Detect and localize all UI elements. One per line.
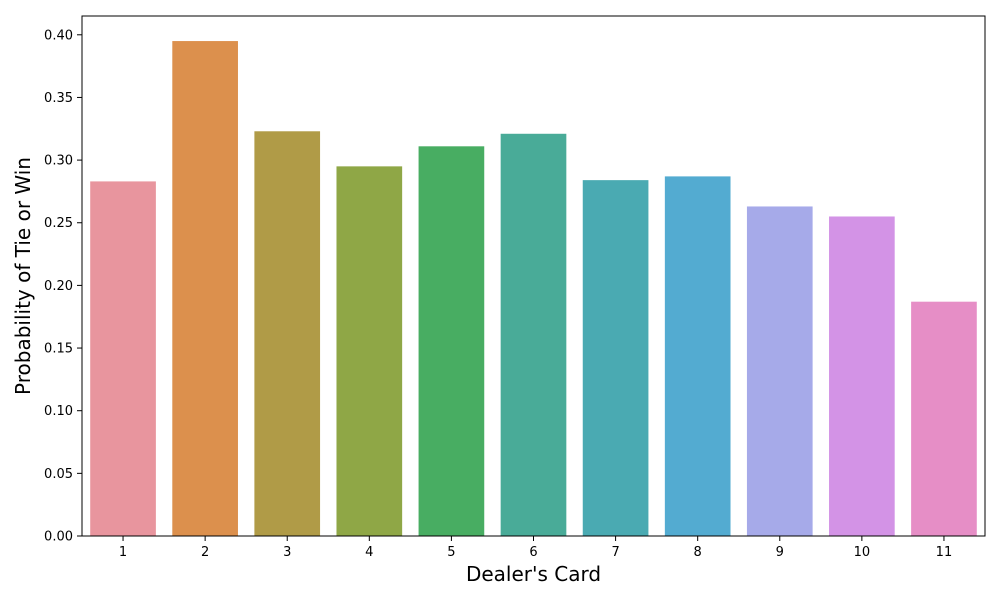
bars-group bbox=[90, 41, 977, 537]
y-tick-label: 0.25 bbox=[44, 216, 73, 231]
x-axis-ticks: 1 2 3 4 5 6 7 8 9 10 11 bbox=[119, 536, 952, 560]
y-tick-label: 0.30 bbox=[44, 154, 73, 169]
y-tick-label: 0.05 bbox=[44, 467, 73, 482]
y-tick-label: 0.40 bbox=[44, 28, 73, 43]
x-tick-label: 6 bbox=[529, 545, 537, 560]
bar-7 bbox=[582, 180, 649, 536]
x-axis-title: Dealer's Card bbox=[466, 562, 601, 586]
x-tick-label: 4 bbox=[365, 545, 373, 560]
bar-2 bbox=[172, 41, 238, 537]
x-tick-label: 11 bbox=[936, 545, 953, 560]
plot-frame bbox=[81, 15, 986, 537]
x-tick-label: 7 bbox=[611, 545, 619, 560]
bar-3 bbox=[254, 131, 321, 536]
x-tick-label: 2 bbox=[201, 545, 209, 560]
y-tick-label: 0.10 bbox=[44, 404, 73, 419]
x-tick-label: 3 bbox=[283, 545, 291, 560]
x-tick-label: 10 bbox=[854, 545, 871, 560]
bar-9 bbox=[746, 206, 813, 536]
y-axis-ticks: 0.00 0.05 0.10 0.15 0.20 0.25 0.30 0.35 0.40 bbox=[44, 28, 82, 545]
y-axis-title: Probability of Tie or Win bbox=[11, 157, 35, 395]
bar-4 bbox=[336, 166, 403, 537]
x-tick-label: 1 bbox=[119, 545, 127, 560]
bar-1 bbox=[90, 181, 156, 536]
y-tick-label: 0.15 bbox=[44, 342, 73, 357]
bar-6 bbox=[500, 133, 567, 536]
bar-11 bbox=[911, 301, 977, 536]
x-tick-label: 9 bbox=[776, 545, 784, 560]
bar-10 bbox=[829, 216, 895, 537]
x-tick-label: 5 bbox=[447, 545, 455, 560]
y-tick-label: 0.20 bbox=[44, 279, 73, 294]
bar-8 bbox=[664, 176, 731, 536]
y-tick-label: 0.00 bbox=[44, 530, 73, 545]
bar-5 bbox=[418, 146, 485, 536]
x-tick-label: 8 bbox=[694, 545, 702, 560]
y-tick-label: 0.35 bbox=[44, 91, 73, 106]
